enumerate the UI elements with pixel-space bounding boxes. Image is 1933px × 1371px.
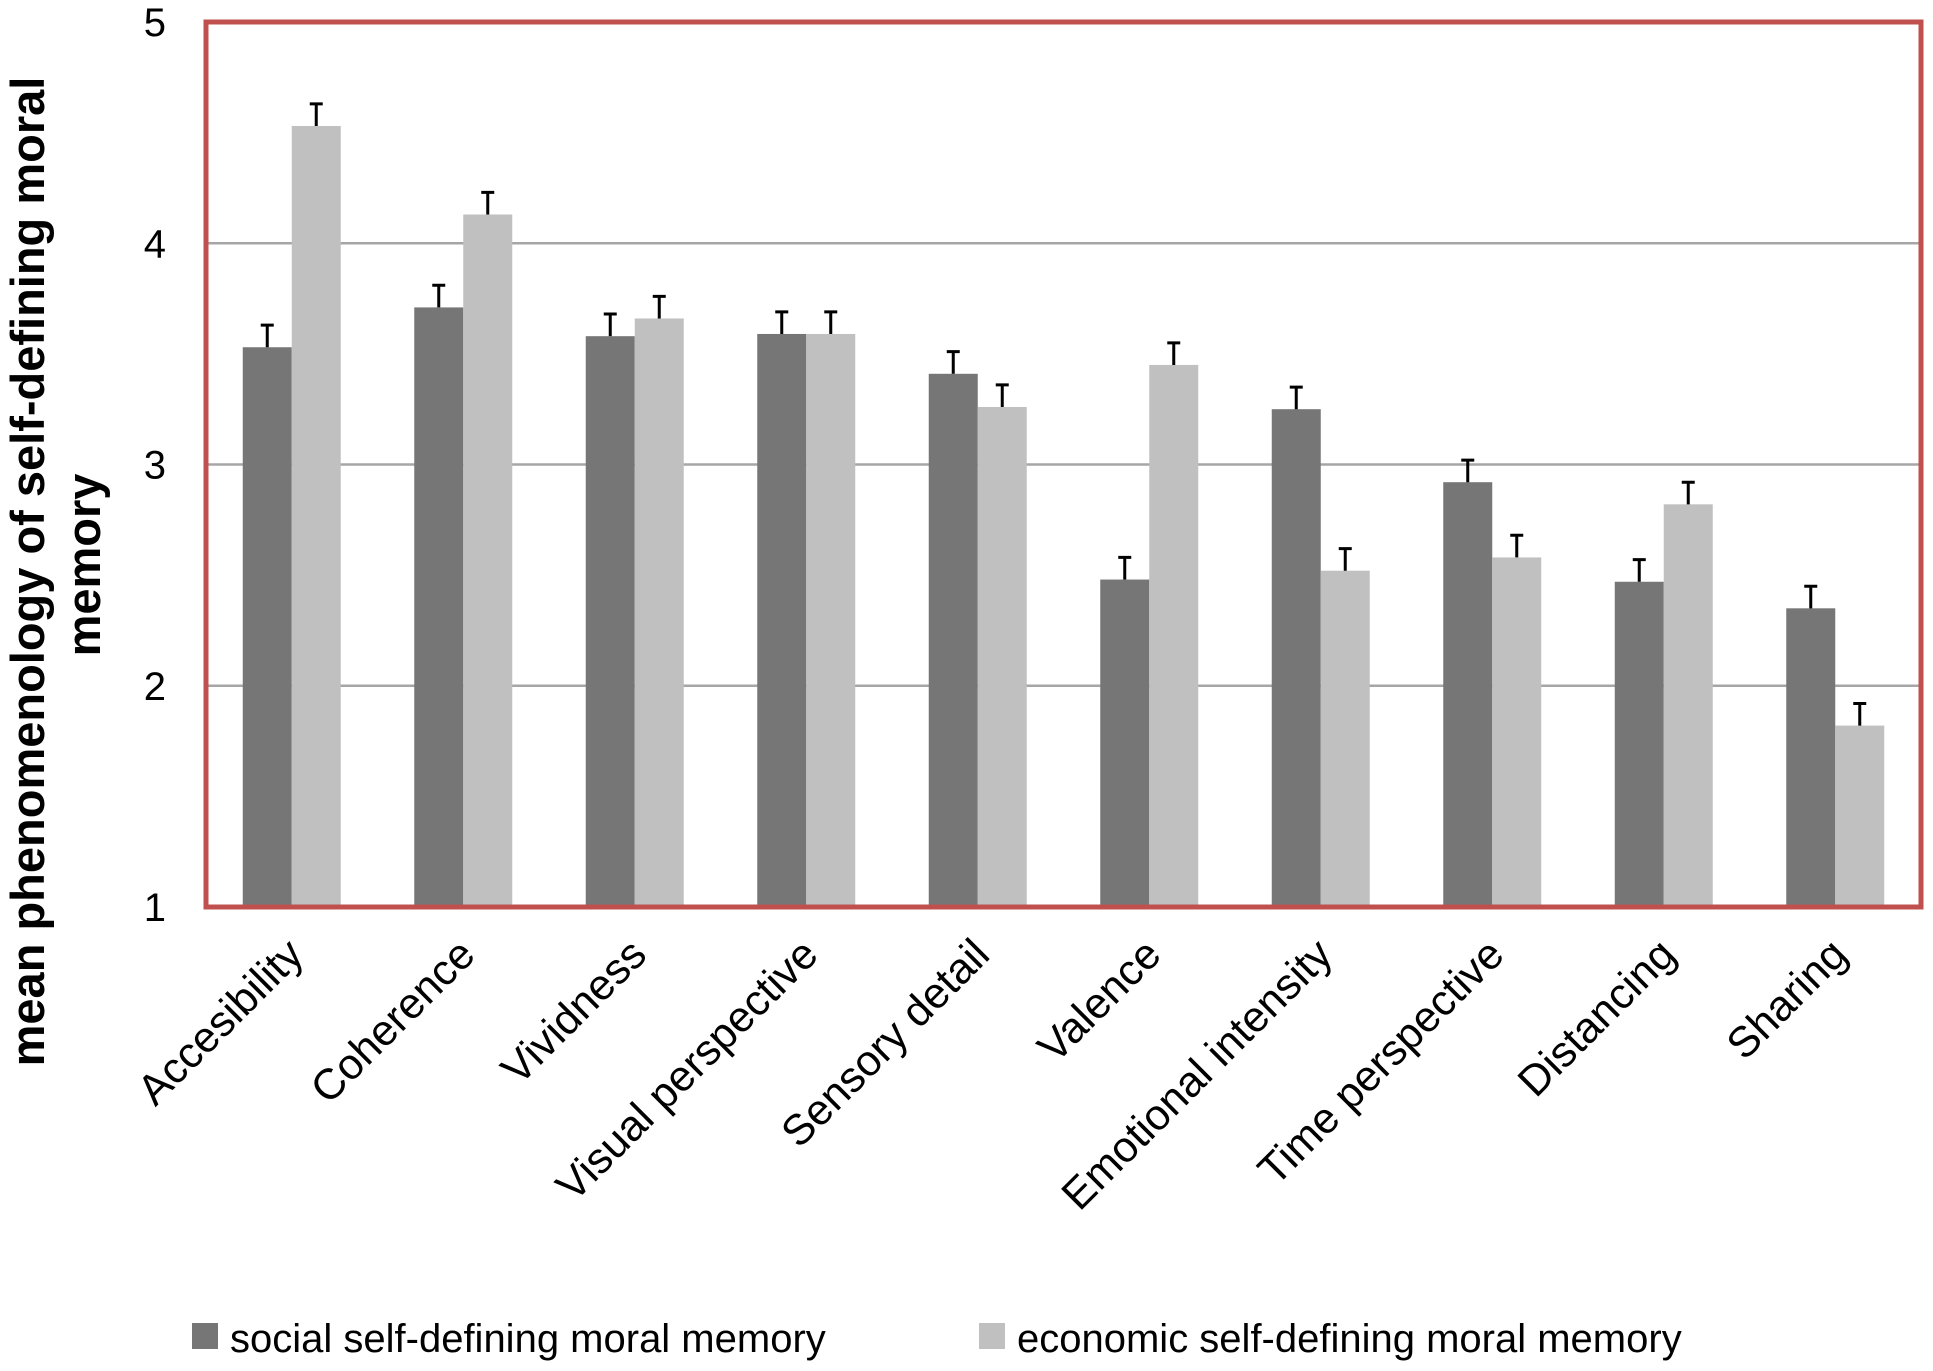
legend: social self-defining moral memory econom… (192, 1317, 1682, 1361)
x-tick-label: Vividness (492, 930, 656, 1094)
x-tick-label: Accesibility (128, 930, 313, 1115)
bar-social (757, 333, 807, 907)
bar-economic (1663, 504, 1713, 907)
error-bar (1461, 458, 1475, 483)
bar-social (1786, 608, 1836, 907)
bar-social (242, 347, 292, 907)
legend-swatch-social (192, 1323, 218, 1349)
error-bar (1118, 555, 1132, 580)
y-tick-label: 2 (144, 665, 166, 709)
error-bar (1853, 701, 1867, 726)
x-tick-label: Valence (1029, 930, 1171, 1072)
error-bar (1289, 385, 1303, 410)
y-tick-label: 5 (144, 1, 166, 45)
error-bar (603, 312, 617, 337)
plot-area-frame (203, 19, 1924, 910)
error-bar (1681, 480, 1695, 505)
y-axis-label: mean phenomenology of self-defining mora… (1, 64, 110, 1067)
error-bar (775, 310, 789, 334)
error-bar (1510, 533, 1524, 558)
legend-label-economic: economic self-defining moral memory (1017, 1317, 1682, 1361)
y-axis-label-line-2: memory (57, 474, 110, 657)
bar-economic (806, 333, 856, 907)
bar-social (928, 373, 978, 908)
bar-economic (291, 125, 341, 908)
error-bars (260, 102, 1867, 726)
error-bar (1632, 558, 1646, 582)
bar-economic (977, 406, 1027, 907)
error-bar (824, 310, 838, 334)
bar-economic (634, 318, 684, 908)
error-bar (946, 350, 960, 374)
bar-economic (1492, 557, 1542, 907)
bar-social (1443, 482, 1493, 907)
y-tick-label: 4 (144, 222, 166, 266)
legend-label-social: social self-defining moral memory (230, 1317, 826, 1361)
x-tick-label: Sharing (1718, 930, 1857, 1069)
y-axis-label-line-1: mean phenomenology of self-defining mora… (1, 77, 54, 1067)
bars (242, 125, 1885, 908)
error-bar (1167, 341, 1181, 365)
error-bar (309, 102, 323, 126)
legend-swatch-economic (979, 1323, 1005, 1349)
bar-economic (1149, 364, 1199, 907)
bar-social (1614, 581, 1664, 907)
error-bar (1804, 584, 1818, 609)
bar-social (585, 336, 635, 907)
bar-economic (463, 214, 513, 908)
error-bar (652, 294, 666, 319)
bar-social (414, 307, 464, 908)
bar-economic (1835, 725, 1885, 907)
error-bar (1338, 547, 1352, 571)
y-tick-label: 1 (144, 886, 166, 930)
bar-social (1271, 409, 1321, 907)
error-bar (260, 323, 274, 348)
y-tick-label: 3 (144, 444, 166, 488)
error-bar (995, 383, 1009, 407)
y-axis-ticks: 1 2 3 4 5 (144, 1, 166, 930)
bar-social (1100, 579, 1150, 907)
bar-economic (1320, 570, 1370, 907)
x-tick-label: Distancing (1509, 930, 1685, 1106)
x-tick-label: Coherence (302, 930, 485, 1113)
error-bar (481, 190, 495, 215)
error-bar (432, 283, 446, 308)
